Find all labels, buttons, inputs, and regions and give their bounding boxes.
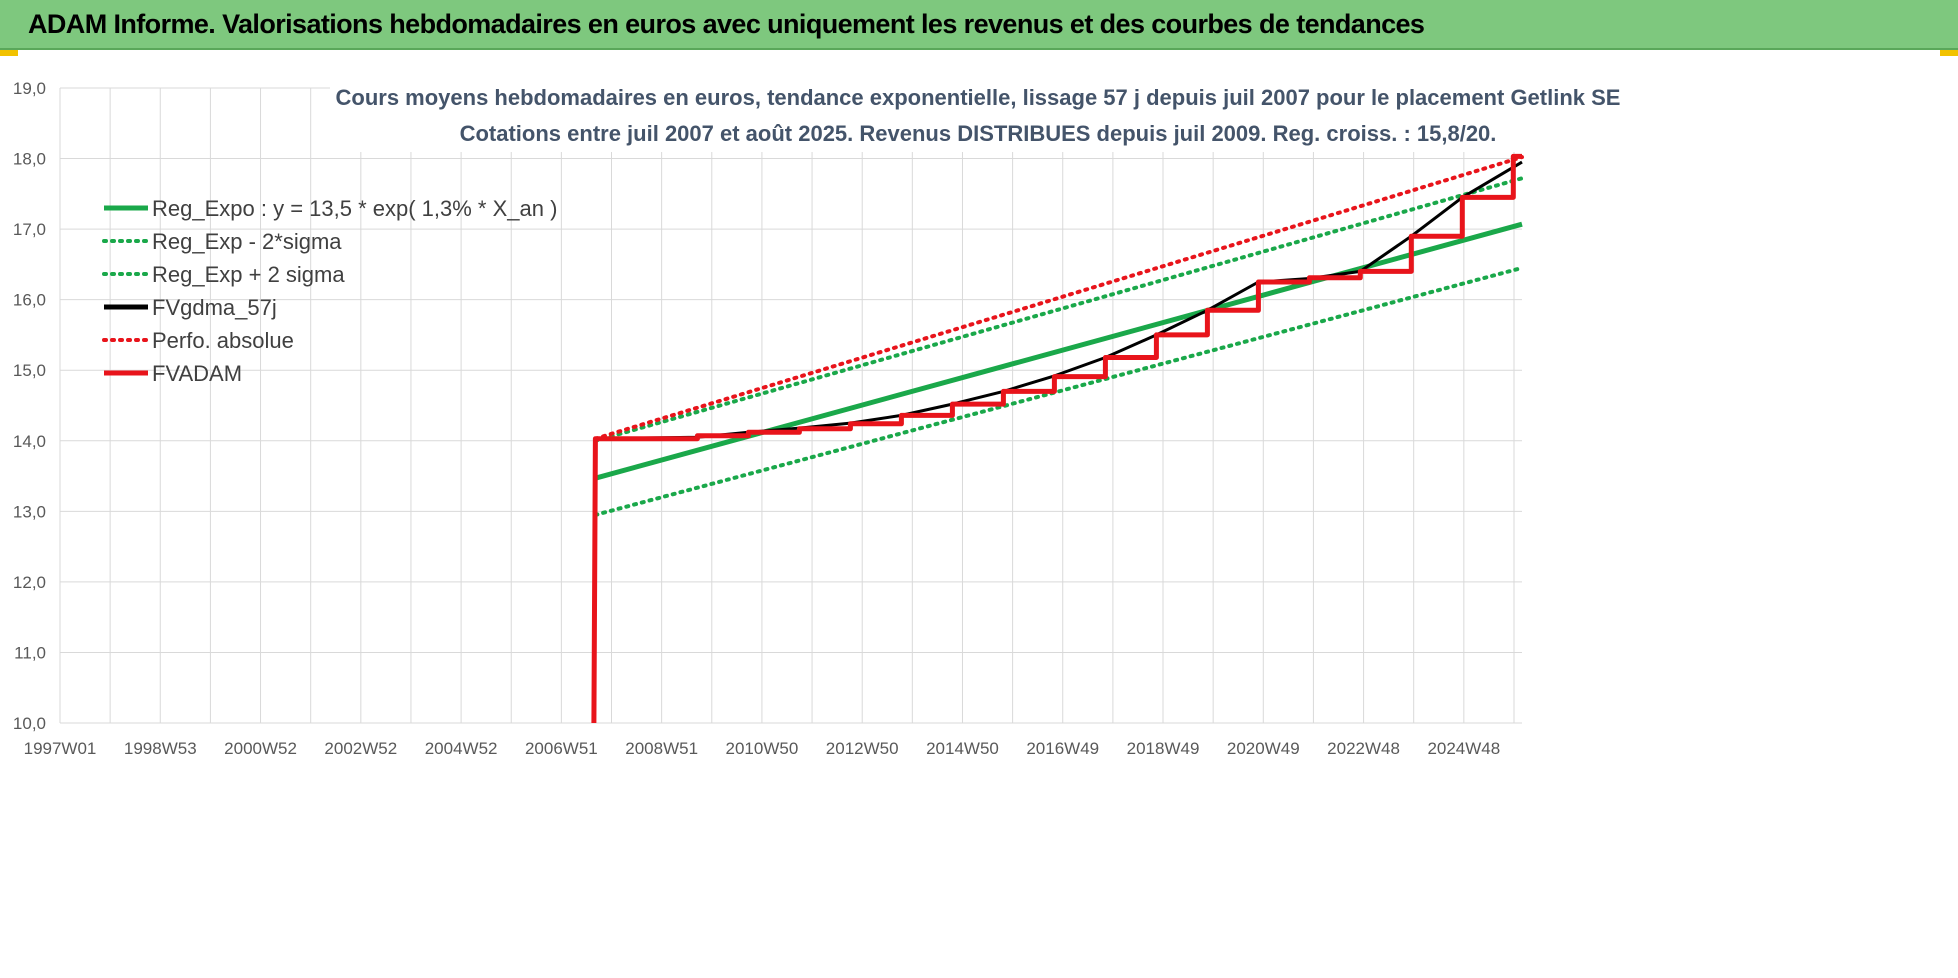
x-tick-label: 2008W51 [625, 739, 698, 758]
y-tick-label: 19,0 [13, 79, 46, 98]
x-tick-label: 2016W49 [1026, 739, 1099, 758]
legend-label: FVgdma_57j [152, 295, 277, 320]
y-tick-label: 12,0 [13, 573, 46, 592]
series-trend-line [594, 221, 1523, 481]
legend-label: Reg_Expo : y = 13,5 * exp( 1,3% * X_an ) [152, 196, 557, 221]
title-background [330, 78, 1620, 152]
y-tick-label: 11,0 [14, 643, 46, 662]
x-tick-label: 2020W49 [1227, 739, 1300, 758]
x-tick-label: 2010W50 [726, 739, 799, 758]
legend-label: Reg_Exp + 2 sigma [152, 262, 345, 287]
y-tick-label: 15,0 [13, 361, 46, 380]
y-tick-label: 13,0 [13, 502, 46, 521]
series-trend-lower-band [593, 265, 1524, 517]
x-tick-label: 2018W49 [1127, 739, 1200, 758]
header-title: ADAM Informe. Valorisations hebdomadaire… [28, 9, 1425, 39]
x-tick-label: 2002W52 [324, 739, 397, 758]
legend-label: FVADAM [152, 361, 242, 386]
series-fvadam-line [591, 153, 1522, 724]
x-tick-label: 2012W50 [826, 739, 899, 758]
x-tick-label: 1997W01 [24, 739, 97, 758]
legend-label: Perfo. absolue [152, 328, 294, 353]
axis-labels: 10,0 11,0 12,0 13,0 14,0 15,0 16,0 17,0 18,0 19,0… [13, 79, 1500, 758]
legend: Reg_Expo : y = 13,5 * exp( 1,3% * X_an )… [102, 196, 557, 386]
corner-marker-top-left [0, 50, 18, 56]
series-layer [591, 153, 1524, 724]
x-tick-label: 2004W52 [425, 739, 498, 758]
series-trend-upper-band [593, 176, 1524, 443]
corner-marker-top-right [1940, 50, 1958, 56]
x-tick-label: 2000W52 [224, 739, 297, 758]
y-tick-label: 10,0 [13, 714, 46, 733]
chart-subtitle: Cotations entre juil 2007 et août 2025. … [460, 121, 1497, 146]
series-absolute-perf-line [593, 155, 1524, 441]
header-bar: ADAM Informe. Valorisations hebdomadaire… [0, 0, 1958, 50]
y-tick-label: 18,0 [13, 150, 46, 169]
x-tick-label: 2022W48 [1327, 739, 1400, 758]
x-tick-label: 2014W50 [926, 739, 999, 758]
series-smoothed-line [595, 160, 1523, 441]
y-tick-label: 17,0 [13, 220, 46, 239]
x-tick-label: 2024W48 [1427, 739, 1500, 758]
grid-layer [59, 87, 1522, 724]
chart-title: Cours moyens hebdomadaires en euros, ten… [336, 85, 1621, 110]
y-tick-label: 16,0 [13, 291, 46, 310]
x-tick-label: 2006W51 [525, 739, 598, 758]
x-tick-label: 1998W53 [124, 739, 197, 758]
y-tick-label: 14,0 [13, 432, 46, 451]
legend-label: Reg_Exp - 2*sigma [152, 229, 342, 254]
